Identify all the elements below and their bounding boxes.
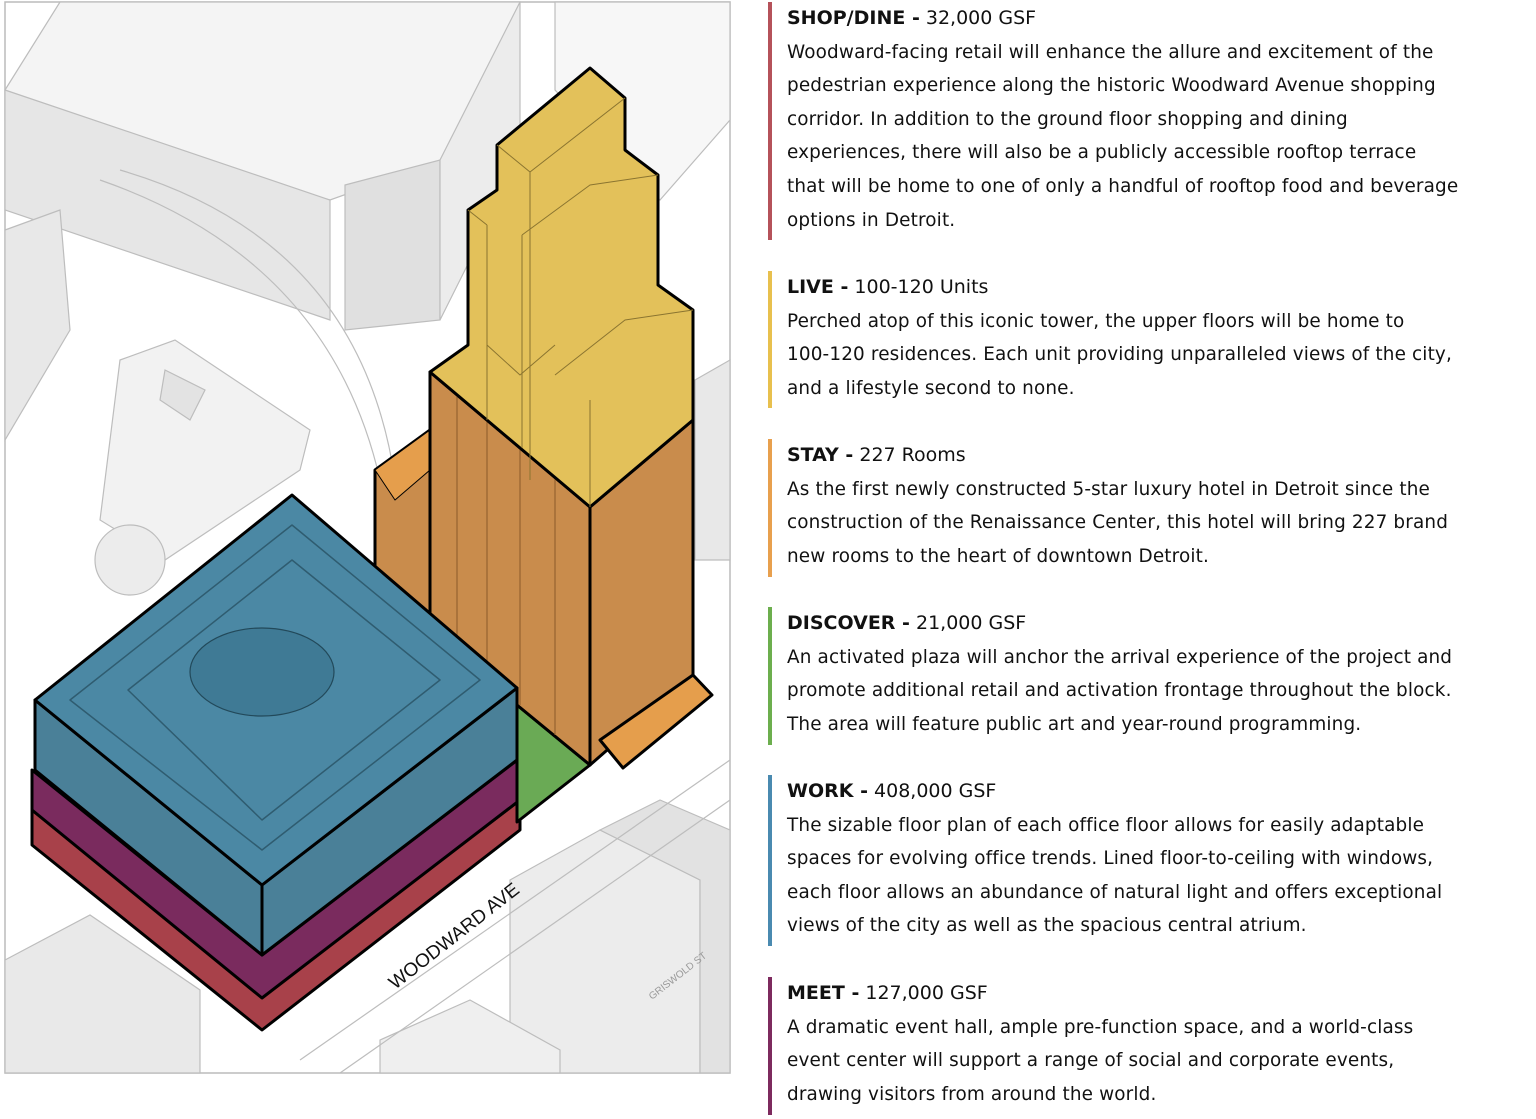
section-title: LIVE -	[787, 276, 849, 298]
section-heading: MEET - 127,000 GSF	[787, 977, 1528, 1011]
description-line: Woodward-facing retail will enhance the …	[787, 41, 1434, 63]
description-line: As the first newly constructed 5-star lu…	[787, 478, 1430, 500]
description-line: 100-120 residences. Each unit providing …	[787, 344, 1452, 366]
description-line: views of the city as well as the spaciou…	[787, 915, 1307, 937]
section-value: 32,000 GSF	[925, 7, 1037, 29]
section-value: 100-120 Units	[854, 276, 989, 298]
section-heading: DISCOVER - 21,000 GSF	[787, 607, 1528, 641]
section-meet: MEET - 127,000 GSF A dramatic event hall,…	[768, 977, 1528, 1115]
section-heading: SHOP/DINE - 32,000 GSF	[787, 2, 1528, 36]
description-line: pedestrian experience along the historic…	[787, 75, 1436, 97]
section-discover: DISCOVER - 21,000 GSF An activated plaza …	[768, 607, 1528, 745]
section-heading: WORK - 408,000 GSF	[787, 775, 1528, 809]
description-line: each floor allows an abundance of natura…	[787, 881, 1443, 903]
section-value: 127,000 GSF	[865, 982, 988, 1004]
description-line: promote additional retail and activation…	[787, 680, 1452, 702]
description-line: and a lifestyle second to none.	[787, 377, 1075, 399]
section-stay: STAY - 227 Rooms As the first newly const…	[768, 439, 1528, 577]
description-line: options in Detroit.	[787, 209, 956, 231]
section-description: As the first newly constructed 5-star lu…	[787, 473, 1528, 574]
description-line: The area will feature public art and yea…	[787, 713, 1362, 735]
massing-diagram: WOODWARD AVE GRISWOLD ST	[4, 1, 731, 1074]
section-heading: STAY - 227 Rooms	[787, 439, 1528, 473]
atrium-skylight	[189, 627, 335, 717]
description-line: An activated plaza will anchor the arriv…	[787, 646, 1453, 668]
description-line: Perched atop of this iconic tower, the u…	[787, 310, 1405, 332]
section-value: 408,000 GSF	[874, 780, 997, 802]
section-heading: LIVE - 100-120 Units	[787, 271, 1528, 305]
section-live: LIVE - 100-120 Units Perched atop of this…	[768, 271, 1528, 408]
description-line: drawing visitors from around the world.	[787, 1083, 1157, 1105]
description-line: that will be home to one of only a handf…	[787, 175, 1459, 197]
live-volume	[428, 66, 695, 509]
section-title: SHOP/DINE -	[787, 7, 920, 29]
description-line: spaces for evolving office trends. Lined…	[787, 848, 1434, 870]
section-title: MEET -	[787, 982, 860, 1004]
section-description: A dramatic event hall, ample pre-functio…	[787, 1011, 1528, 1112]
section-shop-dine: SHOP/DINE - 32,000 GSF Woodward-facing re…	[768, 2, 1528, 240]
section-value: 227 Rooms	[859, 444, 966, 466]
description-line: new rooms to the heart of downtown Detro…	[787, 545, 1209, 567]
section-title: STAY -	[787, 444, 854, 466]
section-value: 21,000 GSF	[915, 612, 1027, 634]
section-description: Woodward-facing retail will enhance the …	[787, 36, 1528, 238]
section-description: Perched atop of this iconic tower, the u…	[787, 305, 1528, 406]
section-description: The sizable floor plan of each office fl…	[787, 809, 1528, 943]
description-line: construction of the Renaissance Center, …	[787, 512, 1449, 534]
description-line: event center will support a range of soc…	[787, 1050, 1395, 1072]
work-volume	[33, 493, 519, 957]
description-line: experiences, there will also be a public…	[787, 142, 1417, 164]
section-title: WORK -	[787, 780, 868, 802]
description-line: A dramatic event hall, ample pre-functio…	[787, 1016, 1414, 1038]
section-work: WORK - 408,000 GSF The sizable floor plan…	[768, 775, 1528, 946]
section-title: DISCOVER -	[787, 612, 910, 634]
description-line: corridor. In addition to the ground floo…	[787, 108, 1348, 130]
stay-volume	[373, 370, 714, 770]
context-buildings	[4, 1, 731, 1074]
description-line: The sizable floor plan of each office fl…	[787, 814, 1425, 836]
section-description: An activated plaza will anchor the arriv…	[787, 641, 1528, 742]
